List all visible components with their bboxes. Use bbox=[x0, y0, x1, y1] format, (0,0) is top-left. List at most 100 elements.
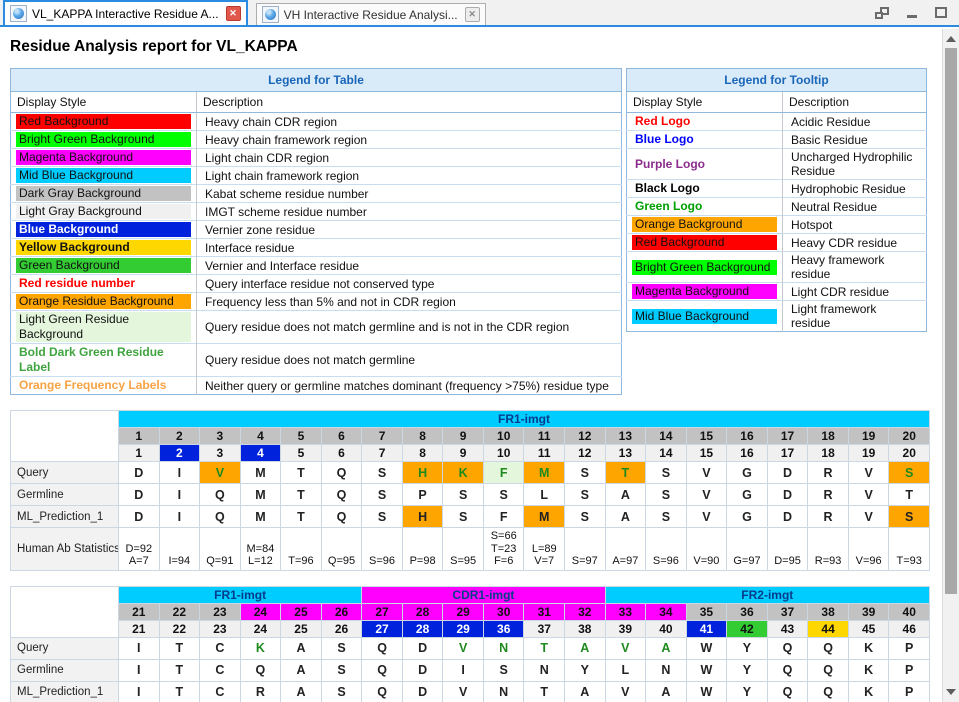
residue-cell[interactable]: Q bbox=[199, 505, 241, 528]
residue-cell[interactable]: L bbox=[523, 483, 566, 506]
residue-cell[interactable]: Q bbox=[239, 658, 282, 682]
restore-window-icon[interactable] bbox=[875, 7, 889, 19]
residue-cell[interactable]: Q bbox=[766, 658, 809, 682]
residue-cell[interactable]: S bbox=[361, 483, 403, 506]
residue-cell[interactable]: Q bbox=[766, 680, 809, 702]
residue-cell[interactable]: D bbox=[401, 658, 444, 682]
residue-cell[interactable]: S bbox=[645, 461, 687, 484]
residue-cell[interactable]: N bbox=[523, 658, 566, 682]
residue-cell[interactable]: S bbox=[482, 658, 525, 682]
residue-cell[interactable]: D bbox=[766, 483, 809, 506]
residue-cell[interactable]: W bbox=[685, 680, 728, 702]
residue-cell[interactable]: D bbox=[401, 680, 444, 702]
residue-cell[interactable]: C bbox=[199, 636, 241, 660]
residue-cell[interactable]: K bbox=[239, 636, 282, 660]
residue-cell[interactable]: I bbox=[158, 505, 201, 528]
residue-cell[interactable]: S bbox=[320, 636, 363, 660]
residue-cell[interactable]: V bbox=[442, 636, 484, 660]
maximize-window-icon[interactable] bbox=[935, 7, 947, 18]
residue-cell[interactable]: A bbox=[564, 680, 606, 702]
residue-cell[interactable]: Q bbox=[361, 636, 403, 660]
residue-cell[interactable]: P bbox=[888, 658, 930, 682]
residue-cell[interactable]: Q bbox=[320, 505, 363, 528]
residue-cell[interactable]: N bbox=[482, 636, 525, 660]
residue-cell[interactable]: R bbox=[807, 505, 849, 528]
residue-cell[interactable]: G bbox=[726, 505, 768, 528]
residue-cell[interactable]: S bbox=[482, 483, 525, 506]
residue-cell[interactable]: R bbox=[807, 461, 849, 484]
minimize-window-icon[interactable] bbox=[907, 15, 917, 18]
residue-cell[interactable]: Q bbox=[199, 483, 241, 506]
residue-cell[interactable]: V bbox=[685, 461, 728, 484]
residue-cell[interactable]: Q bbox=[361, 680, 403, 702]
residue-cell[interactable]: Q bbox=[807, 658, 849, 682]
residue-cell[interactable]: L bbox=[604, 658, 647, 682]
residue-cell[interactable]: H bbox=[401, 505, 444, 528]
residue-cell[interactable]: S bbox=[320, 658, 363, 682]
residue-cell[interactable]: T bbox=[280, 461, 322, 484]
residue-cell[interactable]: T bbox=[888, 483, 930, 506]
residue-cell[interactable]: T bbox=[280, 505, 322, 528]
residue-cell[interactable]: V bbox=[604, 680, 647, 702]
residue-cell[interactable]: V bbox=[847, 505, 890, 528]
residue-cell[interactable]: N bbox=[482, 680, 525, 702]
residue-cell[interactable]: R bbox=[807, 483, 849, 506]
residue-cell[interactable]: S bbox=[888, 505, 930, 528]
residue-cell[interactable]: A bbox=[645, 636, 687, 660]
residue-cell[interactable]: A bbox=[564, 636, 606, 660]
residue-cell[interactable]: S bbox=[361, 461, 403, 484]
residue-cell[interactable]: I bbox=[118, 658, 160, 682]
residue-cell[interactable]: A bbox=[604, 483, 647, 506]
tab-close-icon[interactable]: ✕ bbox=[464, 7, 480, 22]
residue-cell[interactable]: S bbox=[442, 483, 484, 506]
residue-cell[interactable]: T bbox=[523, 636, 566, 660]
residue-cell[interactable]: D bbox=[766, 505, 809, 528]
residue-cell[interactable]: Q bbox=[361, 658, 403, 682]
residue-cell[interactable]: Y bbox=[726, 658, 768, 682]
residue-cell[interactable]: I bbox=[158, 461, 201, 484]
residue-cell[interactable]: W bbox=[685, 658, 728, 682]
residue-cell[interactable]: T bbox=[604, 461, 647, 484]
residue-cell[interactable]: P bbox=[401, 483, 444, 506]
residue-cell[interactable]: F bbox=[482, 461, 525, 484]
residue-cell[interactable]: V bbox=[604, 636, 647, 660]
residue-cell[interactable]: S bbox=[645, 505, 687, 528]
residue-cell[interactable]: Y bbox=[726, 636, 768, 660]
residue-cell[interactable]: D bbox=[766, 461, 809, 484]
scrollbar-thumb[interactable] bbox=[945, 48, 957, 594]
residue-cell[interactable]: I bbox=[118, 636, 160, 660]
residue-cell[interactable]: K bbox=[847, 658, 890, 682]
residue-cell[interactable]: V bbox=[685, 505, 728, 528]
residue-cell[interactable]: C bbox=[199, 680, 241, 702]
residue-cell[interactable]: D bbox=[118, 483, 160, 506]
residue-cell[interactable]: D bbox=[118, 461, 160, 484]
residue-cell[interactable]: G bbox=[726, 483, 768, 506]
residue-cell[interactable]: W bbox=[685, 636, 728, 660]
residue-cell[interactable]: V bbox=[199, 461, 241, 484]
residue-cell[interactable]: R bbox=[239, 680, 282, 702]
residue-cell[interactable]: P bbox=[888, 680, 930, 702]
residue-cell[interactable]: S bbox=[320, 680, 363, 702]
residue-cell[interactable]: S bbox=[645, 483, 687, 506]
residue-cell[interactable]: T bbox=[158, 658, 201, 682]
residue-cell[interactable]: A bbox=[645, 680, 687, 702]
residue-cell[interactable]: V bbox=[847, 483, 890, 506]
residue-cell[interactable]: M bbox=[239, 461, 282, 484]
residue-cell[interactable]: V bbox=[442, 680, 484, 702]
tab-2[interactable]: VH Interactive Residue Analysi... ✕ bbox=[255, 3, 486, 25]
residue-cell[interactable]: Y bbox=[564, 658, 606, 682]
residue-cell[interactable]: T bbox=[158, 636, 201, 660]
residue-cell[interactable]: G bbox=[726, 461, 768, 484]
residue-cell[interactable]: S bbox=[564, 461, 606, 484]
residue-cell[interactable]: A bbox=[604, 505, 647, 528]
tab-close-icon[interactable]: ✕ bbox=[225, 6, 241, 21]
residue-cell[interactable]: I bbox=[442, 658, 484, 682]
residue-cell[interactable]: I bbox=[158, 483, 201, 506]
scroll-down-icon[interactable] bbox=[946, 689, 956, 695]
residue-cell[interactable]: D bbox=[118, 505, 160, 528]
residue-cell[interactable]: S bbox=[361, 505, 403, 528]
residue-cell[interactable]: I bbox=[118, 680, 160, 702]
residue-cell[interactable]: T bbox=[158, 680, 201, 702]
residue-cell[interactable]: S bbox=[888, 461, 930, 484]
residue-cell[interactable]: F bbox=[482, 505, 525, 528]
